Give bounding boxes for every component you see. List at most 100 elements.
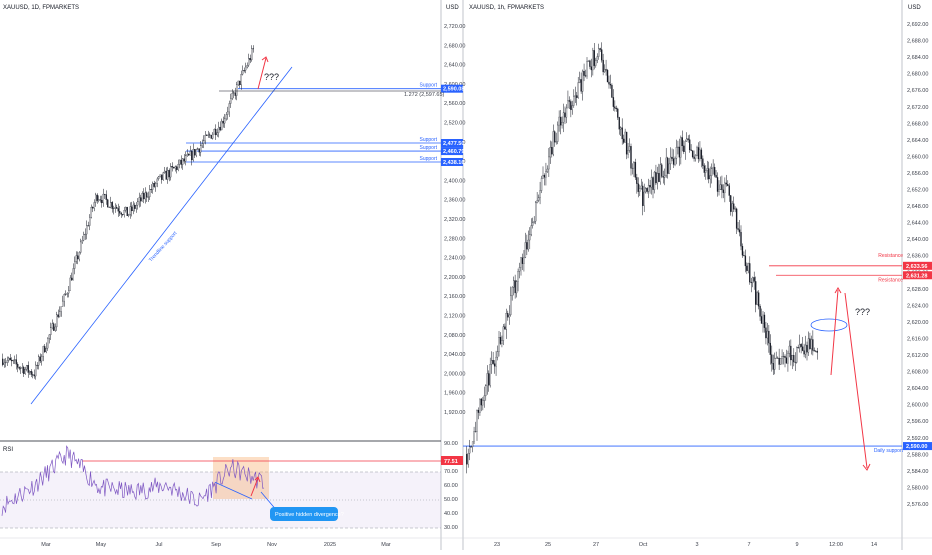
hourly-candle: [532, 222, 534, 226]
support-label: Support: [419, 145, 437, 151]
hourly-candle: [598, 48, 600, 57]
daily-candle: [119, 211, 121, 214]
hourly-candle: [793, 355, 795, 363]
hourly-candle: [797, 346, 799, 348]
hourly-candle: [813, 350, 815, 352]
hourly-candle: [576, 95, 578, 98]
hourly-candle: [722, 189, 725, 193]
daily-candle: [131, 206, 133, 212]
support-label: Support: [419, 137, 437, 143]
daily-candle: [189, 151, 191, 156]
daily-candle: [93, 202, 95, 209]
hourly-candle: [658, 173, 660, 182]
down-arrow-head-icon: [862, 463, 871, 471]
hourly-candle: [592, 50, 594, 71]
hourly-candle: [741, 246, 744, 256]
left-y-tick: 2,640.00: [444, 63, 465, 69]
hourly-candle: [537, 197, 540, 201]
hourly-candle: [743, 255, 745, 257]
daily-candle: [195, 149, 197, 156]
hourly-candle: [590, 66, 593, 71]
daily-candle: [222, 120, 224, 124]
rsi-series: [1, 445, 265, 516]
hourly-candle: [706, 168, 708, 171]
daily-candle: [216, 132, 218, 136]
hourly-candle: [738, 229, 741, 233]
hourly-candle: [606, 70, 609, 83]
hourly-candle: [583, 70, 585, 76]
daily-candle: [68, 290, 70, 294]
hourly-candle: [747, 263, 749, 271]
hourly-candle: [749, 263, 751, 283]
rsi-arrow-head-icon: [254, 476, 261, 483]
right-x-tick: 9: [795, 542, 798, 548]
hourly-candle: [699, 149, 701, 160]
hourly-candle: [548, 156, 550, 170]
rsi-value: 77.51: [444, 459, 458, 465]
daily-candle: [161, 174, 163, 180]
left-chart-title: XAUUSD, 1D, FPMARKETS: [3, 5, 79, 11]
daily-candle: [26, 365, 28, 370]
hourly-candle: [473, 431, 475, 442]
daily-candle: [165, 170, 167, 180]
daily-candle: [65, 294, 67, 295]
hourly-candle: [712, 167, 714, 169]
right-y-tick: 2,644.00: [907, 221, 928, 227]
hourly-candle: [757, 292, 760, 307]
daily-candle: [159, 174, 161, 177]
hourly-candle: [520, 257, 522, 268]
hourly-candle: [624, 131, 626, 143]
hourly-candle: [713, 167, 716, 176]
hourly-candle: [750, 281, 752, 284]
right-y-tick: 2,648.00: [907, 204, 928, 210]
daily-candle: [171, 166, 173, 168]
hourly-candle: [791, 355, 793, 361]
hourly-candle: [485, 385, 487, 397]
hourly-candle: [753, 277, 755, 282]
hourly-candle: [646, 188, 648, 192]
hourly-candle: [778, 357, 780, 365]
right-y-tick: 2,640.00: [907, 237, 928, 243]
level-price-value: 2,633.56: [906, 264, 927, 270]
daily-candle: [111, 202, 113, 209]
level-price-value: 2,631.28: [906, 273, 927, 279]
daily-candle: [101, 199, 103, 204]
hourly-candle: [661, 164, 663, 177]
hourly-candle: [725, 182, 727, 185]
hourly-candle: [812, 339, 814, 351]
daily-candle: [57, 314, 59, 317]
daily-candle: [176, 166, 178, 170]
daily-candle: [155, 183, 157, 187]
daily-candle: [146, 192, 148, 198]
hourly-candle: [675, 146, 678, 159]
hourly-candle: [744, 255, 747, 267]
daily-candle: [47, 337, 49, 349]
hourly-candle: [476, 410, 478, 432]
hourly-candle: [788, 345, 791, 354]
daily-candle: [200, 145, 202, 153]
hourly-candle: [523, 257, 525, 264]
right-y-tick: 2,620.00: [907, 320, 928, 326]
level-label: Resistance: [878, 253, 903, 259]
hourly-candle: [734, 208, 736, 210]
hourly-candle: [518, 267, 521, 272]
hourly-candle: [609, 83, 612, 86]
hourly-candle: [803, 350, 805, 355]
left-x-tick: Sep: [211, 542, 221, 548]
hourly-candle: [595, 60, 597, 66]
hourly-candle: [474, 431, 477, 432]
right-annotation: ???: [855, 307, 870, 317]
right-y-tick: 2,668.00: [907, 121, 928, 127]
hourly-candle: [637, 183, 639, 192]
hourly-candle: [498, 337, 500, 352]
hourly-candle: [634, 162, 637, 178]
right-y-tick: 2,624.00: [907, 303, 928, 309]
hourly-candle: [586, 61, 588, 77]
hourly-candle: [697, 147, 700, 160]
daily-candle: [135, 205, 137, 209]
daily-candle: [242, 70, 244, 75]
daily-candle: [5, 362, 7, 364]
right-currency-label: USD: [908, 5, 921, 11]
right-y-tick: 2,616.00: [907, 336, 928, 342]
hourly-candle: [665, 157, 667, 176]
